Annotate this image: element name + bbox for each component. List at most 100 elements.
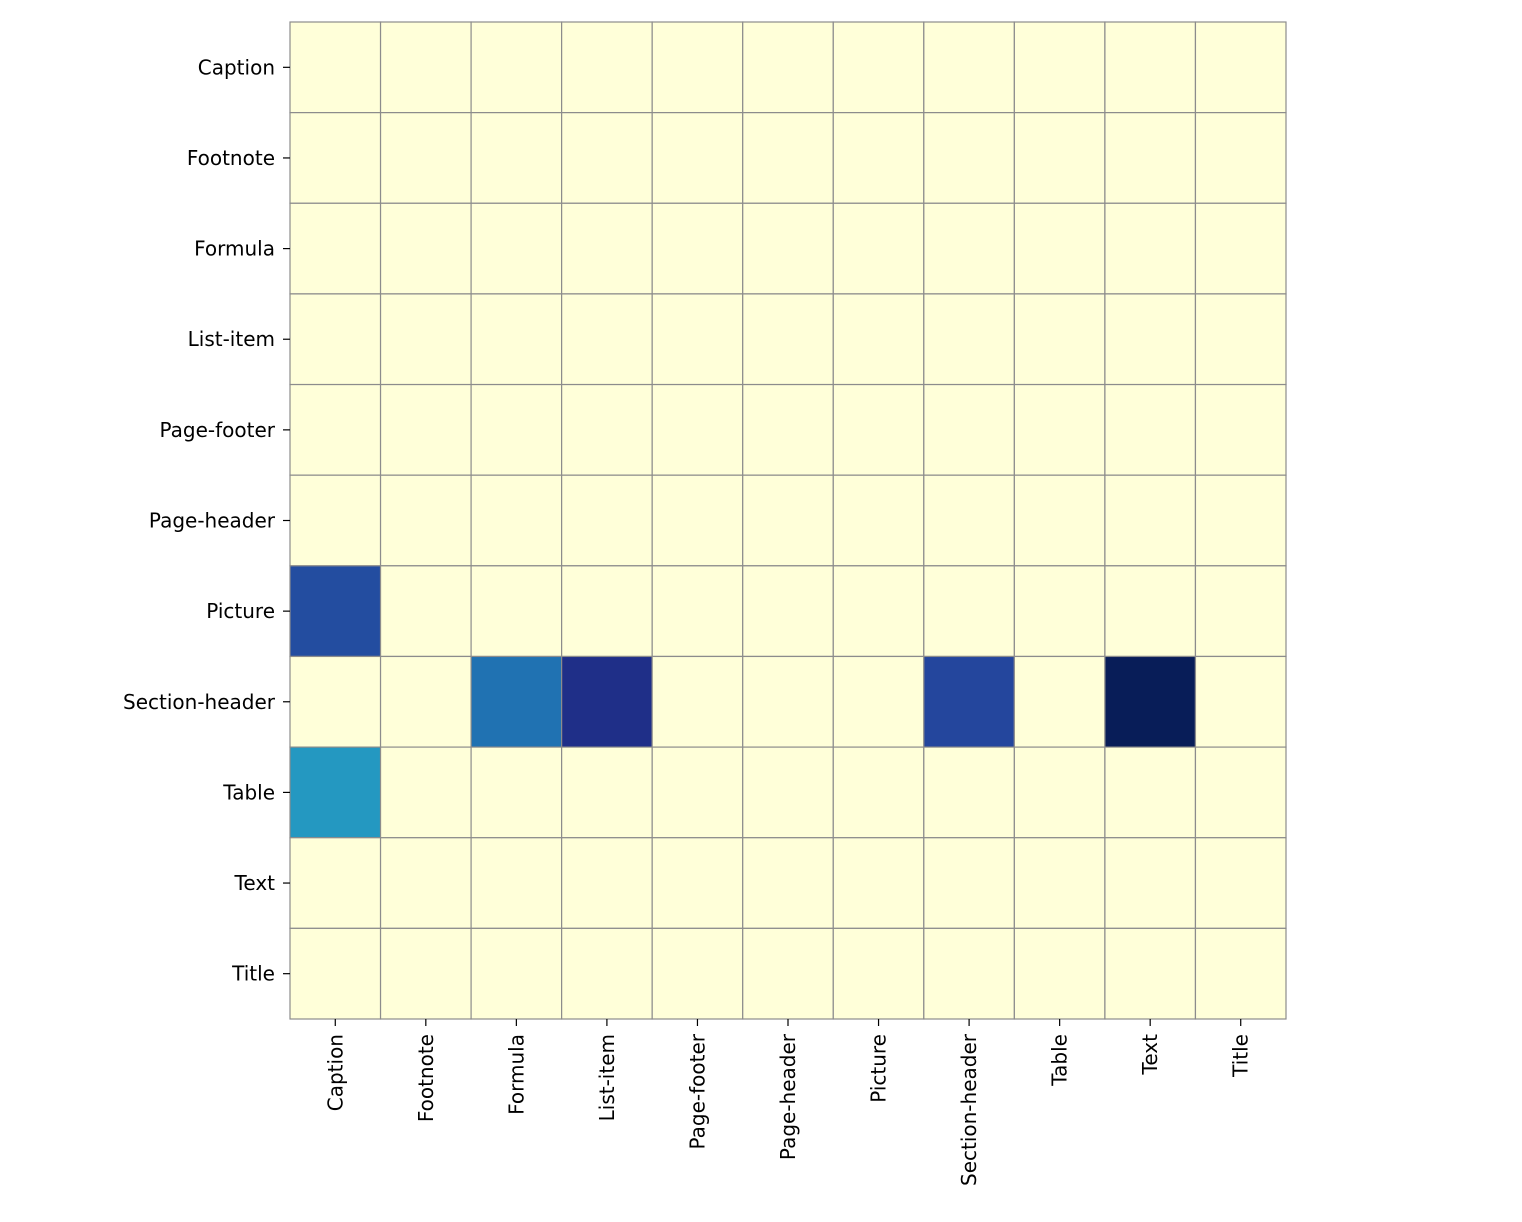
heatmap-cell-page-header-section-header: [923, 474, 1015, 567]
heatmap-cell-title-picture: [832, 927, 925, 1020]
heatmap-cell-title-page-header: [742, 927, 834, 1020]
y-tick-label: Page-header: [149, 509, 276, 533]
heatmap-cell-footnote-page-footer: [651, 112, 744, 204]
heatmap-cell-list-item-table: [1013, 293, 1106, 386]
heatmap-cell-title-caption: [289, 927, 382, 1020]
heatmap-cell-page-footer-table: [1013, 383, 1106, 476]
heatmap-cell-title-footnote: [379, 927, 472, 1020]
heatmap-cell-page-header-title: [1194, 474, 1287, 567]
heatmap-cell-list-item-page-header: [742, 293, 834, 386]
heatmap-cell-title-formula: [470, 927, 563, 1020]
x-tick-label: Formula: [504, 1034, 528, 1115]
heatmap-cell-page-header-list-item: [561, 474, 653, 567]
heatmap-cell-picture-formula: [470, 565, 563, 658]
x-tick-label: Caption: [323, 1034, 347, 1111]
heatmap-cell-page-footer-section-header: [923, 383, 1015, 476]
heatmap-cell-formula-formula: [470, 202, 563, 295]
heatmap-cell-section-header-section-header: [923, 655, 1015, 748]
heatmap-cell-picture-caption: [289, 565, 382, 658]
heatmap-cell-title-text: [1104, 927, 1197, 1020]
heatmap-cell-list-item-footnote: [379, 293, 472, 386]
heatmap-cell-table-list-item: [561, 746, 653, 839]
heatmap-cell-caption-title: [1194, 21, 1287, 114]
heatmap-cell-formula-caption: [289, 202, 382, 295]
heatmap-cell-page-footer-page-header: [742, 383, 834, 476]
y-tick-label: Table: [222, 780, 275, 804]
heatmap-cell-formula-page-footer: [651, 202, 744, 295]
heatmap-cell-title-list-item: [561, 927, 653, 1020]
heatmap-cell-picture-picture: [832, 565, 925, 658]
heatmap-cell-section-header-page-header: [742, 655, 834, 748]
heatmap-cell-picture-table: [1013, 565, 1106, 658]
heatmap-cell-picture-list-item: [561, 565, 653, 658]
heatmap-cell-text-title: [1194, 837, 1287, 929]
y-tick-label: Title: [231, 962, 275, 986]
heatmap-cell-page-header-footnote: [379, 474, 472, 567]
x-tick-label: Table: [1048, 1034, 1072, 1087]
heatmap-cell-picture-footnote: [379, 565, 472, 658]
heatmap-cell-list-item-list-item: [561, 293, 653, 386]
x-tick-label: Picture: [867, 1034, 891, 1103]
heatmap-cell-formula-text: [1104, 202, 1197, 295]
heatmap-cell-page-footer-picture: [832, 383, 925, 476]
x-tick-label: Text: [1138, 1034, 1162, 1076]
heatmap-cell-text-caption: [289, 837, 382, 929]
heatmap-cell-picture-page-header: [742, 565, 834, 658]
heatmap-cell-table-table: [1013, 746, 1106, 839]
heatmap-cell-formula-title: [1194, 202, 1287, 295]
heatmap-cell-footnote-table: [1013, 112, 1106, 204]
y-tick-label: Text: [234, 871, 276, 895]
heatmap-cell-footnote-page-header: [742, 112, 834, 204]
heatmap-cell-page-header-page-header: [742, 474, 834, 567]
heatmap-cell-footnote-section-header: [923, 112, 1015, 204]
x-tick-label: Page-footer: [685, 1033, 709, 1149]
y-tick-label: Picture: [206, 599, 275, 623]
heatmap-cell-footnote-title: [1194, 112, 1287, 204]
y-tick-label: List-item: [188, 327, 275, 351]
heatmap-cell-list-item-page-footer: [651, 293, 744, 386]
heatmap-cell-formula-page-header: [742, 202, 834, 295]
heatmap-cell-list-item-formula: [470, 293, 563, 386]
heatmap-cell-table-picture: [832, 746, 925, 839]
x-tick-label: Page-header: [776, 1033, 800, 1160]
heatmap-cell-footnote-caption: [289, 112, 382, 204]
heatmap-cell-page-header-text: [1104, 474, 1197, 567]
heatmap-cell-page-footer-caption: [289, 383, 382, 476]
heatmap-cell-page-header-formula: [470, 474, 563, 567]
heatmap-cell-formula-section-header: [923, 202, 1015, 295]
heatmap-cell-text-section-header: [923, 837, 1015, 929]
y-tick-label: Formula: [194, 237, 275, 261]
heatmap-cell-page-header-picture: [832, 474, 925, 567]
y-tick-label: Page-footer: [159, 418, 275, 442]
heatmap-cell-section-header-page-footer: [651, 655, 744, 748]
y-tick-label: Section-header: [123, 690, 276, 714]
heatmap-cell-section-header-picture: [832, 655, 925, 748]
heatmap-cell-page-header-caption: [289, 474, 382, 567]
heatmap-cell-list-item-section-header: [923, 293, 1015, 386]
heatmap-cell-footnote-text: [1104, 112, 1197, 204]
heatmap-cell-section-header-caption: [289, 655, 382, 748]
heatmap-cell-list-item-text: [1104, 293, 1197, 386]
heatmap-cell-list-item-caption: [289, 293, 382, 386]
heatmap-cell-formula-list-item: [561, 202, 653, 295]
heatmap-cell-title-title: [1194, 927, 1287, 1020]
heatmap-cell-page-footer-formula: [470, 383, 563, 476]
heatmap-cell-table-page-footer: [651, 746, 744, 839]
x-tick-label: Section-header: [957, 1033, 981, 1186]
heatmap-cell-text-list-item: [561, 837, 653, 929]
heatmap-cell-page-footer-footnote: [379, 383, 472, 476]
heatmap-cell-table-footnote: [379, 746, 472, 839]
heatmap-cell-text-page-header: [742, 837, 834, 929]
heatmap-cell-page-footer-title: [1194, 383, 1287, 476]
heatmap-cell-table-page-header: [742, 746, 834, 839]
heatmap-cell-section-header-title: [1194, 655, 1287, 748]
heatmap-cell-footnote-footnote: [379, 112, 472, 204]
x-axis-ticks: Caption Footnote Formula List-item Page-foot…: [323, 1019, 1253, 1186]
heatmap-cell-title-section-header: [923, 927, 1015, 1020]
heatmap-cell-caption-caption: [289, 21, 382, 114]
heatmap-cell-text-text: [1104, 837, 1197, 929]
heatmap-cell-section-header-list-item: [561, 655, 653, 748]
heatmap-cell-page-footer-text: [1104, 383, 1197, 476]
